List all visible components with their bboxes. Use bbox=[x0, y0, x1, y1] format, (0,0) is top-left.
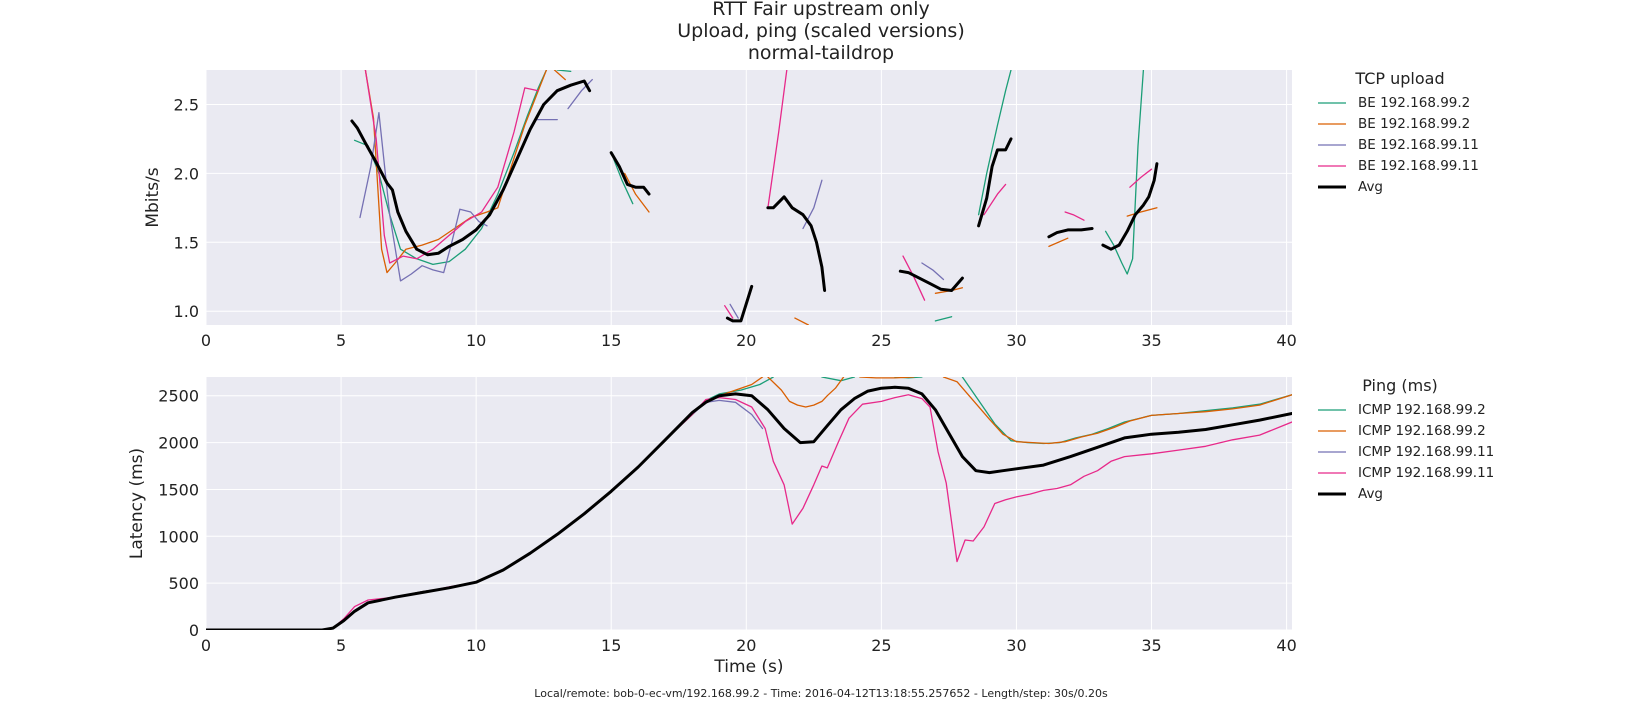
series-line-4-segment-1 bbox=[609, 151, 651, 196]
series-line-1-segment-2 bbox=[624, 172, 650, 213]
x-tick-label: 30 bbox=[1006, 636, 1026, 655]
y-tick-label: 2.0 bbox=[174, 164, 199, 183]
series-line-1-segment-5 bbox=[1048, 237, 1069, 248]
title-line-3: normal-taildrop bbox=[748, 42, 894, 64]
y-tick-label: 2.5 bbox=[174, 95, 199, 114]
series-line-3-segment-4 bbox=[983, 183, 1007, 216]
x-tick-label: 35 bbox=[1141, 331, 1161, 350]
title-line-1: RTT Fair upstream only bbox=[712, 0, 930, 20]
series-line-3-segment-0 bbox=[364, 70, 539, 264]
series-line-4-segment-3 bbox=[766, 195, 827, 292]
x-tick-label: 5 bbox=[336, 331, 346, 350]
series-group bbox=[206, 377, 1292, 630]
legend-entry: ICMP 192.168.99.11 bbox=[1358, 465, 1494, 481]
series-line-3-segment-2 bbox=[767, 70, 788, 209]
legend-entry: ICMP 192.168.99.2 bbox=[1358, 402, 1486, 418]
y-tick-label: 2000 bbox=[158, 434, 199, 453]
legend: TCP upload BE 192.168.99.2 BE 192.168.99.2… bbox=[1318, 69, 1479, 195]
y-tick-label: 1.0 bbox=[174, 302, 199, 321]
y-tick-label: 0 bbox=[189, 621, 199, 640]
x-tick-label: 0 bbox=[201, 331, 211, 350]
legend-entry: ICMP 192.168.99.2 bbox=[1358, 423, 1486, 439]
series-line-3-segment-5 bbox=[1064, 211, 1085, 221]
series-line-4-segment-2 bbox=[725, 284, 754, 323]
series-line-4-segment-5 bbox=[977, 137, 1013, 228]
legend-entry: Avg bbox=[1358, 179, 1383, 195]
y-tick-label: 1.5 bbox=[174, 233, 199, 252]
plot-background bbox=[206, 377, 1292, 630]
legend-title: TCP upload bbox=[1354, 69, 1444, 88]
series-line-2-segment-3 bbox=[729, 303, 739, 319]
series-line-2-segment-5 bbox=[921, 262, 945, 281]
series-line-4-segment-0 bbox=[350, 79, 592, 257]
legend-title: Ping (ms) bbox=[1362, 376, 1438, 395]
y-axis-label: Latency (ms) bbox=[127, 448, 147, 559]
x-tick-label: 40 bbox=[1276, 331, 1296, 350]
legend-entry: BE 192.168.99.2 bbox=[1358, 116, 1470, 132]
x-tick-label: 15 bbox=[601, 636, 621, 655]
ping-panel: 0 5 10 15 20 25 30 35 40 0 500 1000 1500 2000 2500 Late… bbox=[127, 376, 1494, 677]
x-tick-label: 5 bbox=[336, 636, 346, 655]
series-line-0-segment-3 bbox=[934, 316, 953, 322]
series-line-1-segment-6 bbox=[1126, 207, 1158, 217]
series-line-0-segment-1 bbox=[556, 70, 572, 73]
x-tick-label: 10 bbox=[466, 331, 486, 350]
series-line-0-segment-0 bbox=[353, 70, 548, 266]
series-line-1-segment-2 bbox=[859, 377, 915, 379]
series-line-1-segment-3 bbox=[942, 377, 1292, 445]
series-line-3-segment-6 bbox=[1129, 168, 1153, 188]
series-line-1-segment-0 bbox=[364, 70, 548, 274]
x-axis-label: Time (s) bbox=[713, 657, 783, 677]
series-line-4-segment-4 bbox=[898, 269, 964, 292]
series-line-0-segment-2 bbox=[613, 158, 634, 205]
y-axis-label: Mbits/s bbox=[143, 167, 163, 227]
series-line-3-segment-1 bbox=[724, 305, 734, 319]
x-tick-label: 20 bbox=[736, 636, 756, 655]
x-tick-label: 15 bbox=[601, 331, 621, 350]
series-line-1-segment-1 bbox=[553, 70, 566, 81]
x-tick-label: 35 bbox=[1141, 636, 1161, 655]
series-group bbox=[350, 70, 1159, 325]
y-tick-label: 2500 bbox=[158, 387, 199, 406]
legend: Ping (ms) ICMP 192.168.99.2 ICMP 192.168.9… bbox=[1318, 376, 1494, 502]
y-tick-label: 1000 bbox=[158, 527, 199, 546]
series-line-1-segment-1 bbox=[767, 377, 845, 408]
legend-entry: ICMP 192.168.99.11 bbox=[1358, 444, 1494, 460]
footer-info: Local/remote: bob-0-ec-vm/192.168.99.2 -… bbox=[534, 687, 1108, 700]
series-line-4-segment-6 bbox=[1047, 227, 1094, 239]
x-tick-label: 30 bbox=[1006, 331, 1026, 350]
series-line-4-segment-0 bbox=[206, 385, 1292, 630]
chart-title: RTT Fair upstream only Upload, ping (sca… bbox=[677, 0, 965, 64]
legend-entry: Avg bbox=[1358, 486, 1383, 502]
legend-entry: BE 192.168.99.11 bbox=[1358, 137, 1479, 153]
series-line-0-segment-4 bbox=[977, 70, 1012, 216]
series-line-4-segment-7 bbox=[1101, 162, 1159, 251]
series-line-2-segment-0 bbox=[359, 112, 488, 282]
x-tick-label: 0 bbox=[201, 636, 211, 655]
x-tick-label: 10 bbox=[466, 636, 486, 655]
series-line-1-segment-3 bbox=[794, 317, 810, 325]
tcp-upload-panel: 0 5 10 15 20 25 30 35 40 1.0 1.5 2.0 2.5 Mbits/s TCP u… bbox=[143, 69, 1479, 350]
plot-background bbox=[206, 70, 1292, 325]
x-tick-label: 20 bbox=[736, 331, 756, 350]
y-tick-label: 500 bbox=[168, 574, 199, 593]
x-tick-label: 25 bbox=[871, 636, 891, 655]
series-line-2-segment-2 bbox=[567, 78, 593, 110]
x-tick-label: 25 bbox=[871, 331, 891, 350]
legend-entry: BE 192.168.99.11 bbox=[1358, 158, 1479, 174]
legend-entry: BE 192.168.99.2 bbox=[1358, 95, 1470, 111]
title-line-2: Upload, ping (scaled versions) bbox=[677, 20, 965, 42]
y-tick-label: 1500 bbox=[158, 480, 199, 499]
x-tick-label: 40 bbox=[1276, 636, 1296, 655]
series-line-0-segment-5 bbox=[1104, 70, 1145, 275]
